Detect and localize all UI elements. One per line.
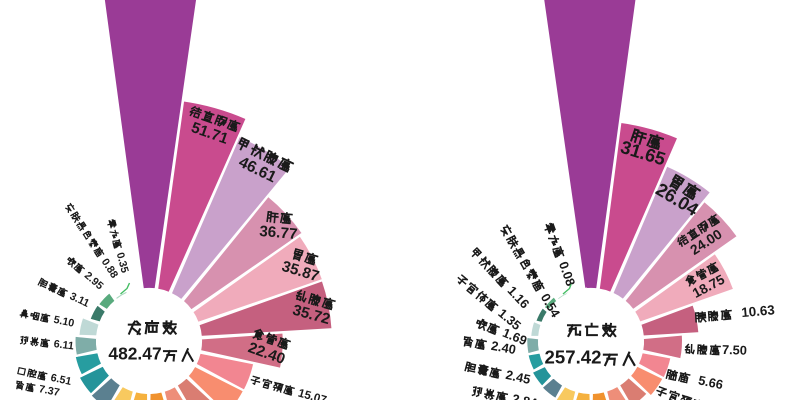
svg-text:6.11: 6.11 xyxy=(53,338,75,352)
svg-text:5.66: 5.66 xyxy=(697,372,724,392)
svg-text:6.51: 6.51 xyxy=(50,372,73,388)
svg-text:482.47: 482.47 xyxy=(108,344,161,364)
svg-text:2.40: 2.40 xyxy=(490,338,517,357)
svg-text:5.10: 5.10 xyxy=(53,314,76,330)
svg-text:7.37: 7.37 xyxy=(38,383,61,399)
svg-text:2.84: 2.84 xyxy=(511,391,539,400)
svg-text:36.77: 36.77 xyxy=(259,223,298,243)
svg-text:7.50: 7.50 xyxy=(722,342,747,358)
svg-text:2.45: 2.45 xyxy=(504,367,532,387)
svg-text:257.42: 257.42 xyxy=(545,347,602,368)
svg-text:0.35: 0.35 xyxy=(114,251,131,274)
svg-text:10.63: 10.63 xyxy=(741,302,776,320)
